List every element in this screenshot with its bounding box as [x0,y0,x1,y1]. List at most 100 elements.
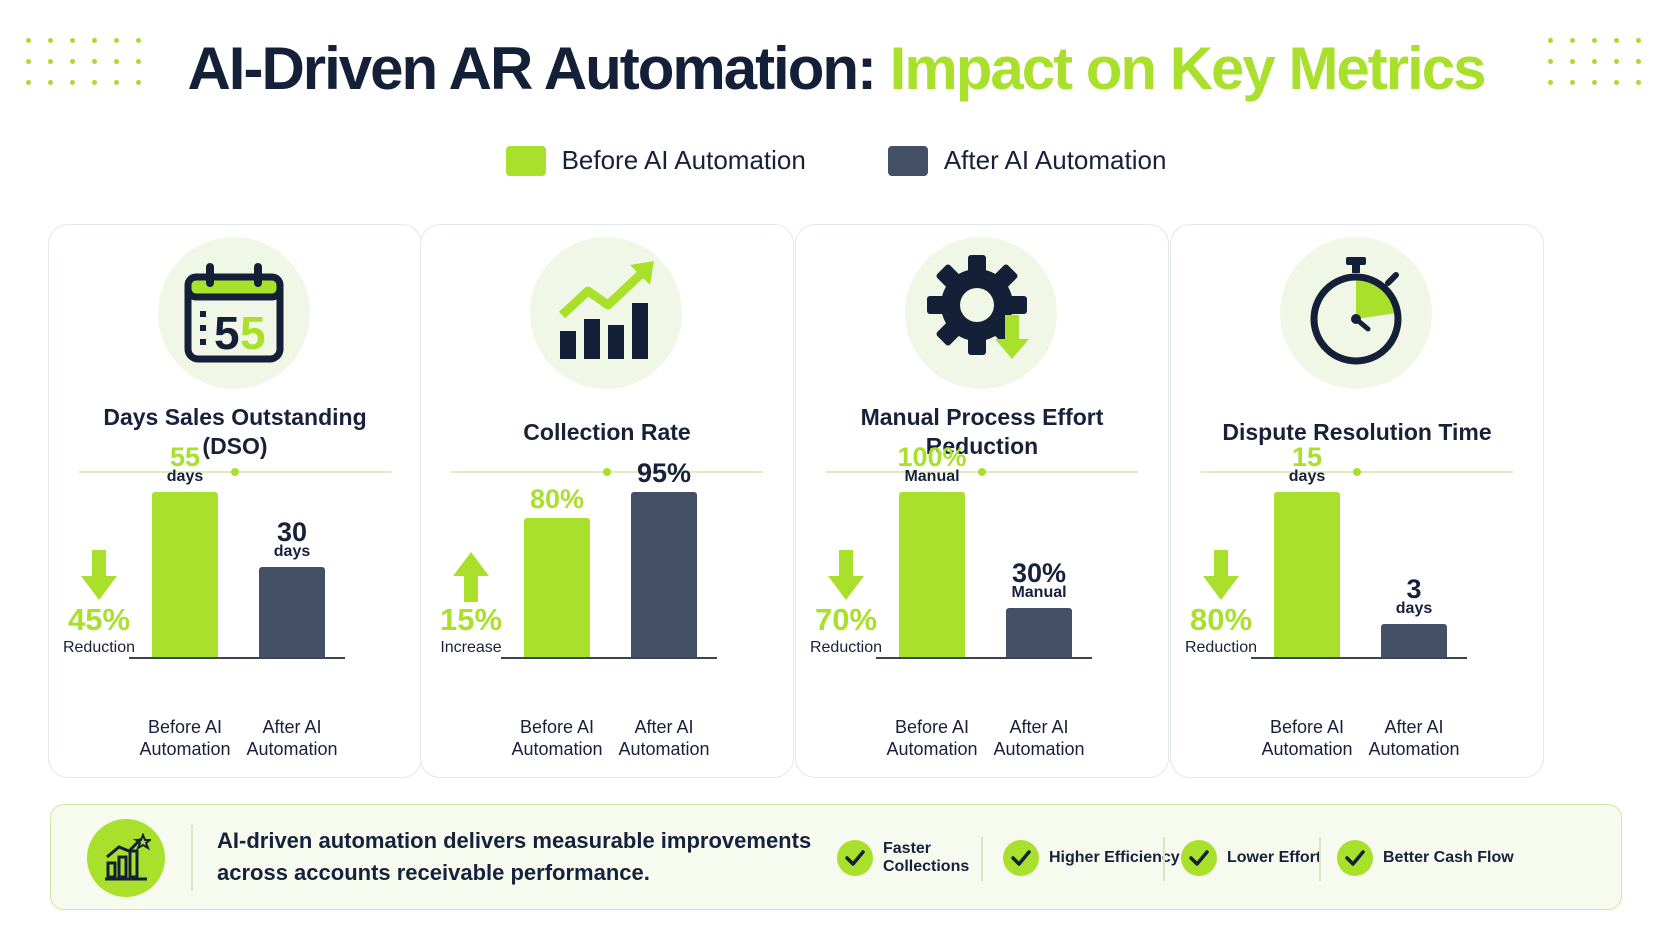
data-label-value: 55 [169,442,201,472]
decorative-dot [70,80,75,85]
arrow-down-icon [828,550,864,600]
change-label: Reduction [809,639,883,656]
data-label-unit: days [273,543,311,560]
checkmark-icon [1003,840,1039,876]
change-indicator: 70% Reduction [806,550,886,657]
decorative-dot [1592,59,1597,64]
summary-message: AI-driven automation delivers measurable… [217,828,812,885]
page-title: AI-Driven AR Automation: Impact on Key M… [0,34,1672,103]
benefit-item: Higher Efficiency [1003,805,1180,911]
data-label-before: 15 days [1247,444,1367,485]
decorative-dot [92,59,97,64]
bar-after [631,492,697,657]
decorative-dot [114,80,119,85]
decorative-dot [1570,59,1575,64]
decorative-dot [92,80,97,85]
metric-title: Days Sales Outstanding (DSO) [103,404,367,459]
change-value: 80% [1189,602,1253,637]
decorative-dot [1548,38,1553,43]
decorative-dot [1636,38,1641,43]
metric-card: 5 5 Days Sales Outstanding (DSO) 45% Reducti… [48,224,422,778]
x-tick-label: After AI Automation [618,717,710,759]
data-label-after: 3 days [1354,576,1474,617]
bar-before [152,492,218,657]
data-label-before: 100% Manual [872,444,992,485]
checkmark-icon [1337,840,1373,876]
summary-footer: AI-driven automation delivers measurable… [50,804,1622,910]
decorative-dot [48,59,53,64]
decorative-dot [136,80,141,85]
data-label-unit: days [1288,468,1326,485]
x-tick-label: Before AI Automation [886,717,978,759]
decorative-dot [1614,38,1619,43]
benefit-item: Better Cash Flow [1337,805,1514,911]
decorative-dot [1548,59,1553,64]
decorative-dot [48,80,53,85]
divider-dot [1353,468,1361,476]
decorative-dots-right [1548,38,1644,85]
x-tick-label: After AI Automation [993,717,1085,759]
decorative-dot [26,80,31,85]
decorative-dot [136,38,141,43]
change-label: Increase [440,639,502,656]
x-tick-label: Before AI Automation [139,717,231,759]
stopwatch-icon [1280,237,1432,389]
data-label-before: 80% [497,486,617,513]
metric-title: Manual Process Effort Reduction [860,404,1104,459]
data-label-unit: days [1395,600,1433,617]
data-label-value: 30% [1011,557,1067,588]
data-label-after: 95% [604,460,724,487]
arrow-down-icon [81,550,117,600]
footer-divider [191,825,193,891]
decorative-dot [136,59,141,64]
chart-baseline [876,657,1092,659]
change-label: Reduction [62,639,136,656]
title-highlight: Impact on Key Metrics [889,35,1487,102]
legend-label-after: After AI Automation [943,145,1167,175]
svg-text:5: 5 [240,307,266,359]
svg-text:5: 5 [214,307,240,359]
data-label-after: 30 days [232,519,352,560]
data-label-value: 95% [636,458,692,488]
divider-dot [603,468,611,476]
data-label-value: 3 [1406,574,1422,604]
decorative-dot [26,59,31,64]
gear-icon [905,237,1057,389]
data-label-unit: Manual [904,468,960,485]
bar-after [1381,624,1447,657]
legend-swatch-after [887,145,928,176]
benefit-divider [981,837,983,881]
decorative-dot [114,59,119,64]
benefit-label: Better Cash Flow [1383,849,1514,866]
legend-swatch-before [505,145,546,176]
divider-dot [978,468,986,476]
decorative-dot [1636,59,1641,64]
benefit-item: Lower Effort [1181,805,1321,911]
benefit-label: Lower Effort [1227,849,1322,866]
decorative-dot [1592,80,1597,85]
bar-before [1274,492,1340,657]
decorative-dots-left [26,38,144,85]
decorative-dot [1592,38,1597,43]
decorative-dot [92,38,97,43]
benefit-divider [1163,837,1165,881]
benefit-label: Higher Efficiency [1049,849,1180,866]
benefit-label: Faster Collections [883,840,970,875]
bar-before [899,492,965,657]
decorative-dot [70,59,75,64]
decorative-dot [1548,80,1553,85]
data-label-after: 30% Manual [979,557,1099,601]
growth-chart-icon [530,237,682,389]
chart-legend: Before AI Automation After AI Automation [0,145,1672,176]
x-tick-label: After AI Automation [246,717,338,759]
decorative-dot [26,38,31,43]
arrow-down-icon [1203,550,1239,600]
decorative-dot [1614,80,1619,85]
x-tick-label: Before AI Automation [1261,717,1353,759]
change-indicator: 15% Increase [431,550,511,657]
benefit-divider [1319,837,1321,881]
metric-title: Collection Rate [523,418,691,445]
arrow-up-icon [453,552,489,602]
chart-baseline [1251,657,1467,659]
change-value: 70% [814,602,878,637]
